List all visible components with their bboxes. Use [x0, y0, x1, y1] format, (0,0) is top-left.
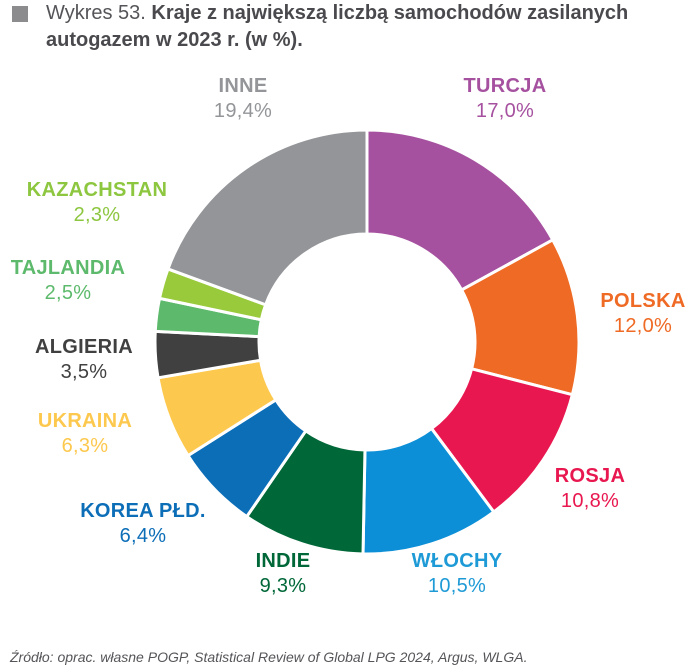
label-value: 19,4%	[213, 100, 273, 122]
title-prefix: Wykres 53.	[46, 2, 146, 24]
label-value: 3,5%	[60, 361, 108, 383]
label-value: 2,3%	[73, 204, 121, 226]
donut-segment-turcja	[365, 128, 555, 293]
label-name: KOREA PŁD.	[80, 500, 206, 522]
label-kazachstan: KAZACHSTAN 2,3%	[2, 178, 192, 228]
label-name: INDIE	[255, 550, 311, 572]
label-name: WŁOCHY	[411, 550, 503, 572]
label-value: 10,5%	[427, 575, 487, 597]
label-name: ALGIERIA	[35, 336, 133, 358]
label-name: UKRAINA	[37, 410, 133, 432]
title-marker-square	[12, 6, 28, 22]
label-inne: INNE 19,4%	[178, 74, 308, 124]
label-name: POLSKA	[600, 290, 686, 312]
label-value: 2,5%	[44, 282, 92, 304]
label-value: 6,4%	[119, 525, 167, 547]
label-name: KAZACHSTAN	[26, 179, 168, 201]
label-value: 12,0%	[613, 315, 673, 337]
chart-title-text: Wykres 53. Kraje z największą liczbą sam…	[46, 0, 686, 54]
label-polska: POLSKA 12,0%	[588, 289, 690, 339]
label-korea-pld: KOREA PŁD. 6,4%	[58, 499, 228, 549]
title-main: Kraje z największą liczbą samochodów zas…	[46, 2, 629, 51]
label-ukraina: UKRAINA 6,3%	[10, 409, 160, 459]
label-name: TURCJA	[463, 75, 547, 97]
label-value: 9,3%	[259, 575, 307, 597]
source-note: Źródło: oprac. własne POGP, Statistical …	[10, 649, 528, 665]
label-algieria: ALGIERIA 3,5%	[4, 335, 164, 385]
donut-segment-inne	[166, 128, 369, 307]
label-rosja: ROSJA 10,8%	[535, 464, 645, 514]
label-tajlandia: TAJLANDIA 2,5%	[0, 256, 136, 306]
label-value: 17,0%	[475, 100, 535, 122]
label-name: TAJLANDIA	[10, 257, 126, 279]
label-indie: INDIE 9,3%	[228, 549, 338, 599]
label-name: ROSJA	[554, 465, 626, 487]
label-name: INNE	[218, 75, 268, 97]
label-turcja: TURCJA 17,0%	[440, 74, 570, 124]
label-value: 6,3%	[61, 435, 109, 457]
label-value: 10,8%	[560, 490, 620, 512]
label-wlochy: WŁOCHY 10,5%	[392, 549, 522, 599]
